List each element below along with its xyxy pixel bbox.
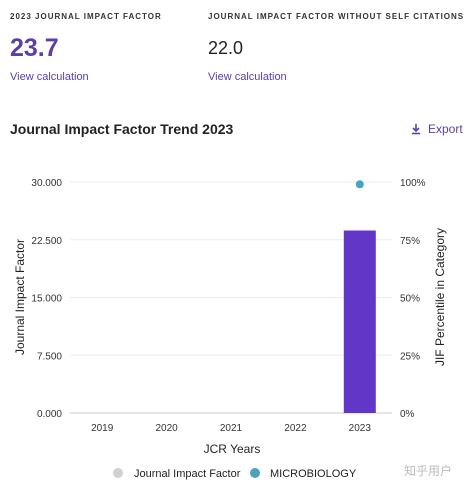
chart-gridlines: [70, 181, 392, 414]
chart-bars: [343, 230, 376, 413]
metric-jif-label: 2023 JOURNAL IMPACT FACTOR: [10, 12, 162, 21]
watermark: 知乎用户: [404, 464, 453, 478]
chart-y2-tick-label: 0%: [400, 409, 415, 420]
legend-microbiology-dot: [250, 468, 260, 478]
legend-jif-label: Journal Impact Factor: [134, 468, 241, 480]
jif-trend-chart: 0.000 7.500 15.000 22.500 30.000 0% 25% 50% 75%…: [0, 160, 474, 486]
chart-x-axis-ticks: 2019 2020 2021 2022 2023: [91, 423, 371, 434]
chart-x-tick-label: 2020: [155, 423, 178, 434]
chart-y-tick-label: 0.000: [37, 409, 62, 420]
chart-x-tick-label: 2019: [91, 423, 114, 434]
chart-points: [355, 180, 364, 189]
jif-without-self-view-calculation-link[interactable]: View calculation: [208, 71, 287, 83]
chart-legend: Journal Impact Factor MICROBIOLOGY: [113, 468, 357, 480]
metric-jif-without-self-label: JOURNAL IMPACT FACTOR WITHOUT SELF CITAT…: [208, 12, 465, 21]
download-icon: [410, 123, 422, 135]
chart-y2-tick-label: 25%: [400, 351, 420, 362]
metric-jif-value: 23.7: [10, 34, 59, 62]
trend-title: Journal Impact Factor Trend 2023: [10, 121, 234, 137]
jif-view-calculation-link[interactable]: View calculation: [10, 71, 89, 83]
chart-y2-tick-label: 75%: [400, 236, 420, 247]
metric-jif-without-self-value: 22.0: [208, 38, 244, 58]
chart-bar-jif: [343, 230, 376, 413]
jif-trend-chart-svg: 0.000 7.500 15.000 22.500 30.000 0% 25% 50% 75%…: [13, 178, 447, 480]
chart-right-axis-ticks: 0% 25% 50% 75% 100%: [400, 178, 426, 420]
legend-jif-dot: [113, 468, 123, 478]
legend-microbiology-label: MICROBIOLOGY: [270, 468, 357, 480]
chart-x-tick-label: 2021: [220, 423, 243, 434]
chart-point-microbiology: [355, 180, 364, 189]
export-label: Export: [428, 122, 463, 136]
chart-y2-tick-label: 50%: [400, 294, 420, 305]
chart-y-axis-label: Journal Impact Factor: [13, 239, 27, 355]
chart-y2-tick-label: 100%: [400, 178, 426, 189]
export-button[interactable]: Export: [410, 122, 463, 136]
chart-y-tick-label: 15.000: [31, 294, 62, 305]
chart-y-tick-label: 7.500: [37, 351, 62, 362]
chart-y2-axis-label: JIF Percentile in Category: [433, 228, 447, 366]
chart-x-axis-label: JCR Years: [204, 442, 261, 456]
chart-y-tick-label: 30.000: [31, 178, 62, 189]
chart-left-axis-ticks: 0.000 7.500 15.000 22.500 30.000: [31, 178, 62, 420]
chart-x-tick-label: 2023: [349, 423, 372, 434]
chart-y-tick-label: 22.500: [31, 236, 62, 247]
chart-x-tick-label: 2022: [284, 423, 307, 434]
